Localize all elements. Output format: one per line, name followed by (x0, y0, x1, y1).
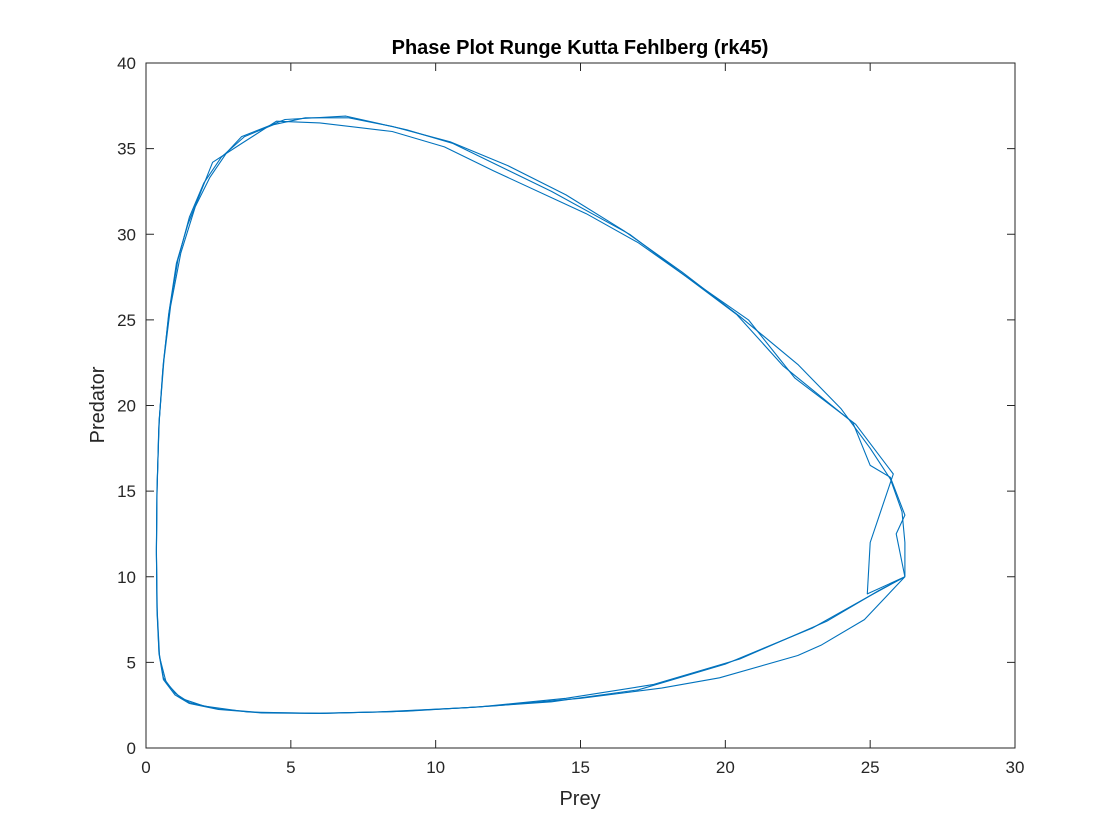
y-tick-label: 40 (117, 54, 136, 73)
y-tick-label: 35 (117, 140, 136, 159)
series-line-3 (155, 120, 906, 714)
y-tick-label: 5 (127, 653, 136, 672)
x-tick-label: 15 (571, 758, 590, 777)
x-axis-label: Prey (559, 788, 600, 810)
x-tick-label: 30 (1006, 758, 1025, 777)
plot-area: 0 5 10 15 20 25 30 0 5 10 15 20 25 30 35 40 (117, 54, 1024, 777)
x-tick-label: 10 (426, 758, 445, 777)
y-tick-label: 25 (117, 311, 136, 330)
x-tick-label: 20 (716, 758, 735, 777)
y-tick-label: 0 (127, 739, 136, 758)
chart-title: Phase Plot Runge Kutta Fehlberg (rk45) (392, 37, 769, 59)
axes-box (145, 62, 1016, 749)
x-tick-label: 0 (141, 758, 150, 777)
y-axis-label: Predator (87, 366, 109, 443)
data-series-group (155, 115, 906, 714)
y-axis-ticks: 0 5 10 15 20 25 30 35 40 (117, 54, 1015, 758)
y-tick-label: 10 (117, 568, 136, 587)
y-tick-label: 30 (117, 225, 136, 244)
y-tick-label: 15 (117, 482, 136, 501)
x-tick-label: 25 (861, 758, 880, 777)
x-axis-ticks: 0 5 10 15 20 25 30 (141, 63, 1024, 777)
x-tick-label: 5 (286, 758, 295, 777)
y-tick-label: 20 (117, 397, 136, 416)
